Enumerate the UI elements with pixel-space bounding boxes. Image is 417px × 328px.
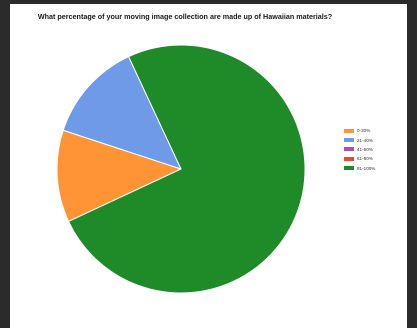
legend-swatch	[344, 138, 354, 143]
pie-slice-0-20pct	[56, 129, 183, 223]
legend-label: 21-40%	[357, 137, 373, 143]
pie-slices	[56, 44, 306, 294]
legend-item: 0-20%	[344, 126, 404, 135]
legend-swatch	[344, 128, 354, 133]
chart-legend: 0-20% 21-40% 41-60% 61-80% 81-100%	[344, 126, 404, 173]
legend-swatch	[344, 147, 354, 152]
legend-swatch	[344, 166, 354, 171]
legend-item: 61-80%	[344, 154, 404, 163]
legend-label: 61-80%	[357, 156, 373, 162]
legend-item: 81-100%	[344, 164, 404, 173]
chart-title: What percentage of your moving image col…	[37, 12, 333, 21]
legend-item: 41-60%	[344, 145, 404, 154]
legend-label: 81-100%	[357, 165, 376, 171]
legend-label: 0-20%	[357, 128, 371, 134]
legend-label: 41-60%	[357, 146, 373, 152]
legend-swatch	[344, 156, 354, 161]
legend-item: 21-40%	[344, 135, 404, 144]
pie-slice-21-40pct	[62, 55, 182, 170]
pie-slice-81-100pct	[67, 44, 306, 294]
